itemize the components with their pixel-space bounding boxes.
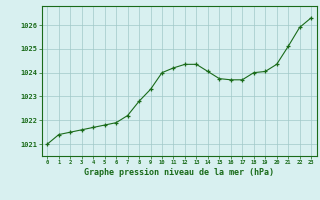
X-axis label: Graphe pression niveau de la mer (hPa): Graphe pression niveau de la mer (hPa) bbox=[84, 168, 274, 177]
